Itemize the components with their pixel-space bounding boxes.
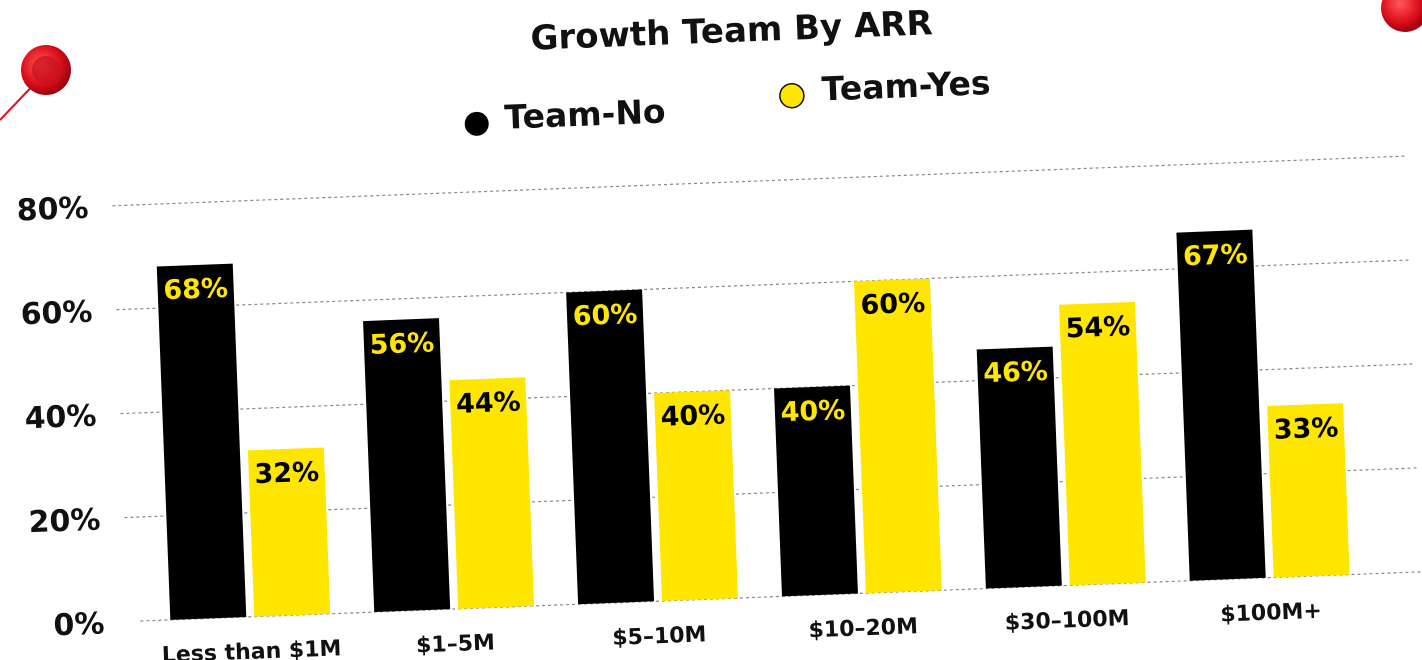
chart-legend: Team-No Team-Yes xyxy=(464,63,991,137)
legend-marker-team-yes xyxy=(779,82,805,109)
x-category-label: Less than $1M xyxy=(161,636,341,660)
bar-value-label: 40% xyxy=(660,399,726,432)
plot-area: 0% 20% 40% 60% 80% 68% 32% Less than $1M 56% 44% $… xyxy=(16,155,1422,660)
red-pushpin-icon xyxy=(0,45,71,121)
bar-value-label: 33% xyxy=(1273,412,1339,445)
y-tick-label: 20% xyxy=(28,503,101,541)
bar xyxy=(247,447,331,617)
red-pushpin-icon xyxy=(1381,0,1422,32)
x-category-label: $5–10M xyxy=(612,622,707,651)
bar xyxy=(1267,403,1350,578)
bar-value-label: 46% xyxy=(983,356,1049,389)
bar xyxy=(853,278,942,594)
y-tick-label: 80% xyxy=(16,191,89,229)
y-tick-label: 0% xyxy=(53,606,105,643)
bar xyxy=(363,318,451,613)
y-tick-label: 60% xyxy=(20,295,93,333)
bar-value-label: 54% xyxy=(1065,311,1131,344)
bar xyxy=(774,385,858,597)
bar-value-label: 32% xyxy=(254,457,320,490)
chart-title: Growth Team By ARR xyxy=(530,3,934,58)
gridline xyxy=(112,155,1406,207)
bar-value-label: 60% xyxy=(860,288,926,321)
bar-value-label: 56% xyxy=(369,327,435,360)
bar xyxy=(1176,229,1266,581)
bar xyxy=(976,346,1062,589)
x-category-label: $30–100M xyxy=(1004,606,1130,636)
bar-value-label: 67% xyxy=(1182,239,1248,272)
bar xyxy=(566,289,655,605)
bar-value-label: 60% xyxy=(572,299,638,332)
legend-marker-team-no xyxy=(464,111,489,136)
bar-value-label: 44% xyxy=(455,386,521,419)
legend-label-team-no: Team-No xyxy=(504,92,667,137)
x-category-label: $10–20M xyxy=(808,614,918,643)
x-category-label: $1–5M xyxy=(416,630,496,658)
bar xyxy=(156,263,247,620)
bar-value-label: 40% xyxy=(780,395,846,428)
bar xyxy=(449,377,535,609)
bar xyxy=(1059,301,1146,586)
legend-label-team-yes: Team-Yes xyxy=(821,63,991,108)
bar xyxy=(654,390,738,601)
y-tick-label: 40% xyxy=(24,399,97,437)
bar-value-label: 68% xyxy=(163,273,229,306)
x-category-label: $100M+ xyxy=(1220,599,1322,628)
